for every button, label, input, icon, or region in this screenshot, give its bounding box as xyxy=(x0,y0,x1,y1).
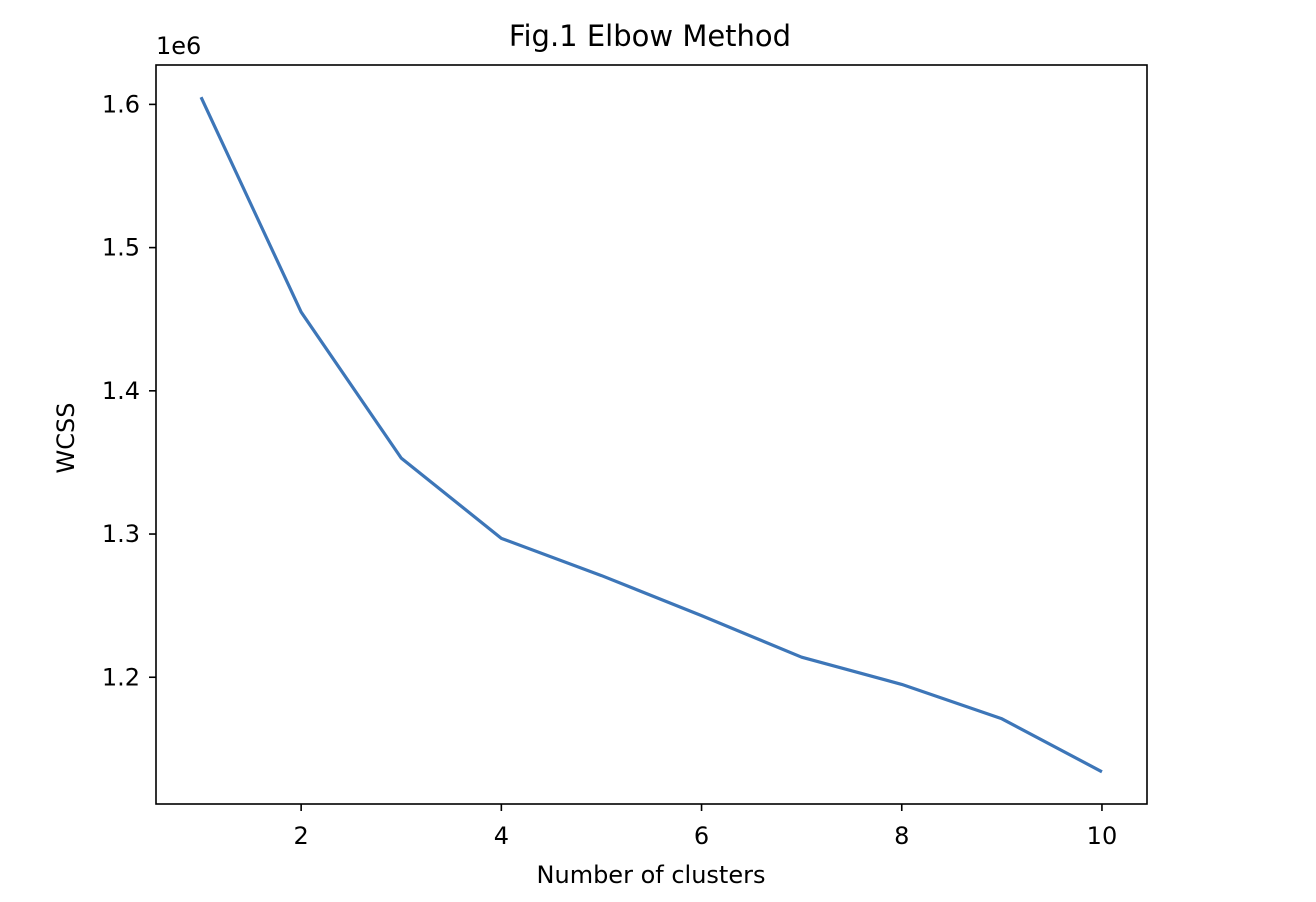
y-axis-offset-label: 1e6 xyxy=(156,32,201,60)
y-tick-label: 1.5 xyxy=(102,234,140,262)
y-tick-label: 1.4 xyxy=(102,377,140,405)
plot-area xyxy=(199,96,1103,774)
y-axis: 1.2 1.3 1.4 1.5 1.6 xyxy=(102,90,156,691)
y-tick-label: 1.2 xyxy=(102,663,140,691)
chart-title: Fig.1 Elbow Method xyxy=(509,19,791,53)
x-tick-label: 6 xyxy=(694,822,709,850)
y-axis-title: WCSS xyxy=(52,403,80,474)
y-tick-label: 1.3 xyxy=(102,520,140,548)
x-tick-label: 10 xyxy=(1087,822,1118,850)
x-axis-title: Number of clusters xyxy=(537,861,766,889)
x-tick-label: 8 xyxy=(894,822,909,850)
x-axis: 2 4 6 8 10 xyxy=(294,804,1118,850)
x-tick-label: 4 xyxy=(494,822,509,850)
series-line-0 xyxy=(199,96,1103,774)
axes-frame xyxy=(155,64,1148,805)
x-tick-label: 2 xyxy=(294,822,309,850)
y-tick-label: 1.6 xyxy=(102,90,140,118)
